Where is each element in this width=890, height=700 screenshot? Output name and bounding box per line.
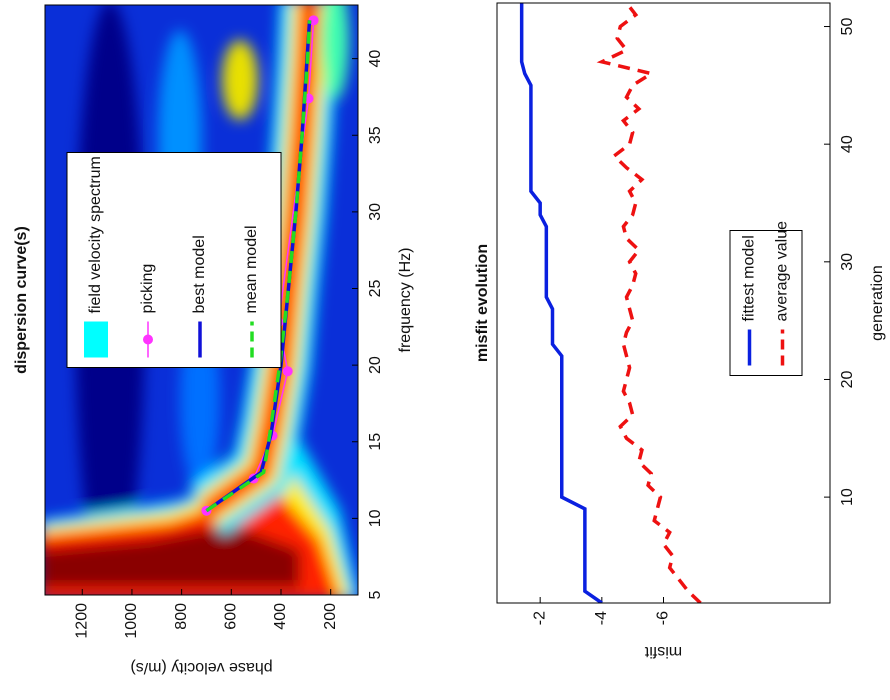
legend-box [66,152,282,368]
y-tick-label: 1200 [73,603,90,639]
x-tick-label: 5 [367,590,384,599]
series-line [205,20,312,513]
rotated-figure: dispersion curve(s) frequency (Hz) phase v… [13,2,886,676]
x-axis-label: generation [869,265,886,341]
y-tick-label: -2 [531,611,548,625]
y-tick-label: 600 [223,603,240,630]
legend-label: best model [191,235,208,313]
x-tick-label: 20 [839,370,856,388]
y-axis-label: misfit [644,643,682,660]
x-tick-label: 25 [367,280,384,298]
legend-label: average value [774,221,791,322]
x-tick-label: 10 [839,488,856,506]
legend-label: picking [139,264,156,314]
y-axis-label: phase velocity (m/s) [130,659,272,676]
x-tick-label: 10 [367,509,384,527]
x-axis-label: frequency (Hz) [397,248,414,353]
series-group [519,3,702,603]
legend-marker [143,334,153,345]
y-tick-label: -6 [655,611,672,625]
axes-box [496,2,831,604]
y-tick-label: 800 [173,603,190,630]
series-group [201,15,319,516]
x-tick-label: 50 [839,18,856,36]
chart-title: misfit evolution [474,244,491,362]
y-tick-label: -4 [593,611,610,625]
legend-label: field velocity spectrum [87,156,104,313]
x-tick-label: 35 [367,126,384,144]
x-tick-label: 40 [367,50,384,68]
plot-area [497,3,830,603]
x-tick-label: 30 [367,203,384,221]
x-tick-label: 30 [839,253,856,271]
x-tick-label: 20 [367,356,384,374]
y-tick-label: 400 [272,603,289,630]
chart-title: dispersion curve(s) [13,226,30,374]
legend-patch [84,321,108,358]
series-line [519,3,603,603]
x-tick-label: 40 [839,135,856,153]
axes-box [44,4,359,596]
y-tick-label: 200 [322,603,339,630]
series-line [596,3,702,603]
legend-label: mean model [243,225,260,313]
legend-label: fittest model [741,235,758,321]
point [282,366,293,377]
y-tick-label: 1000 [123,603,140,639]
x-tick-label: 15 [367,433,384,451]
